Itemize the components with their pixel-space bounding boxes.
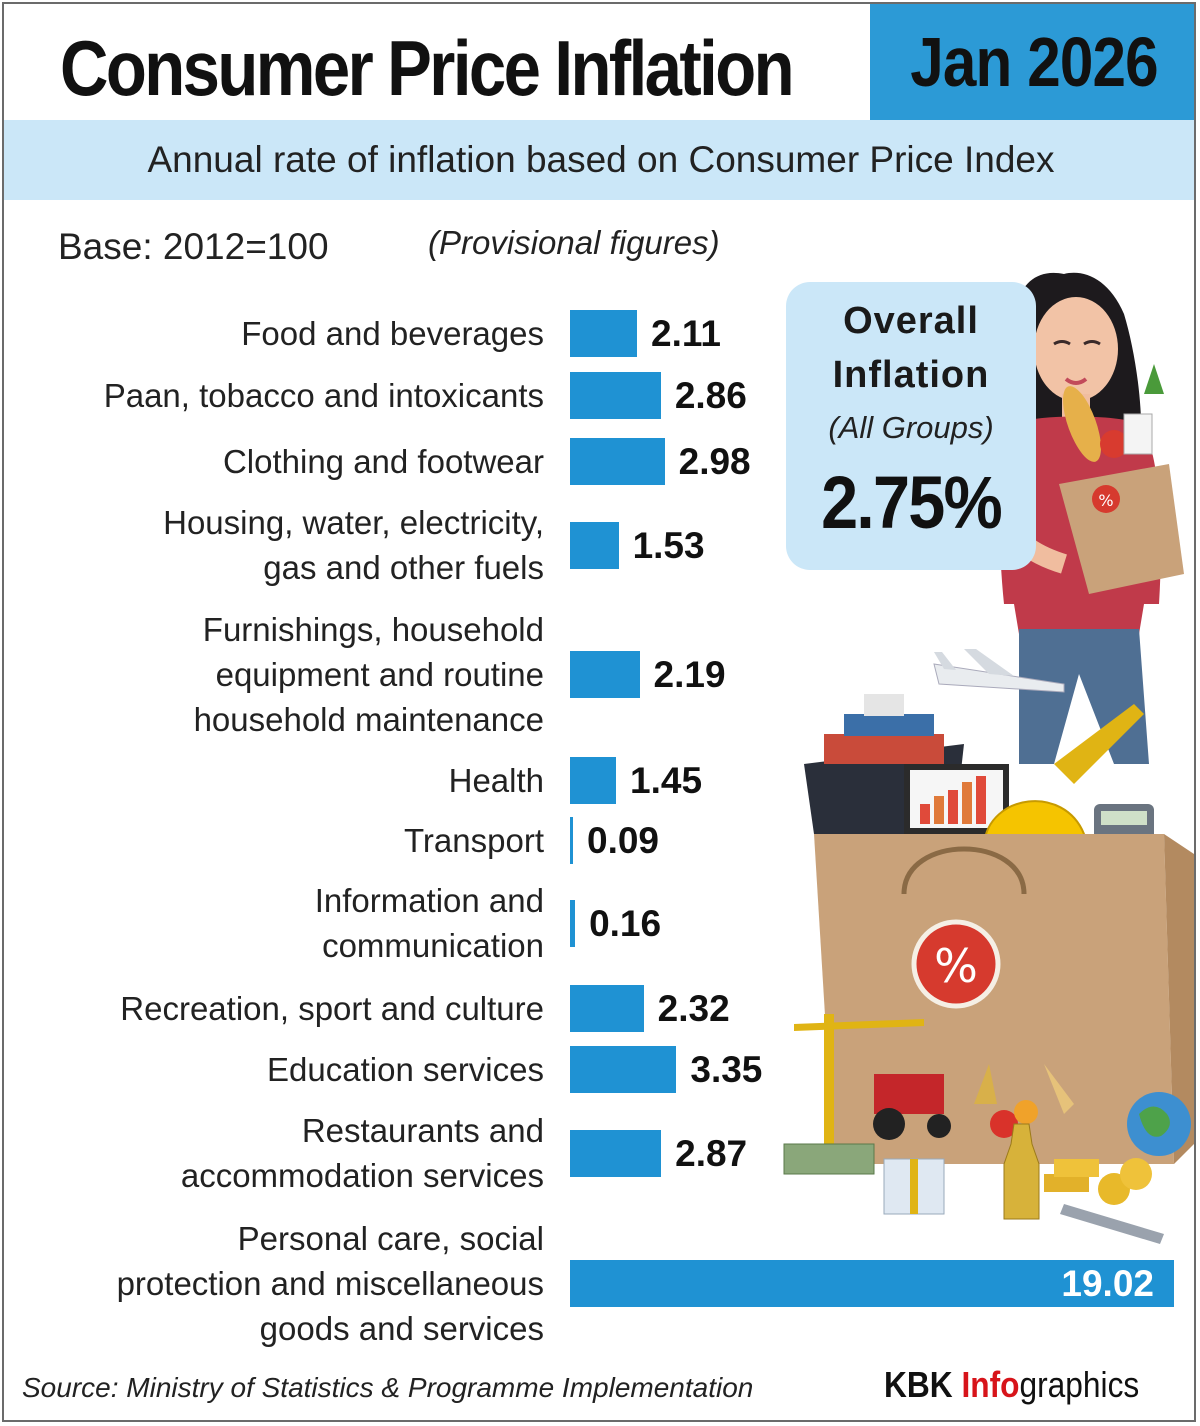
- category-label: Education services: [4, 1047, 544, 1092]
- provisional-note: (Provisional figures): [428, 224, 720, 261]
- category-label-line: goods and services: [259, 1309, 544, 1347]
- bar: [570, 757, 617, 804]
- overall-title-line2: Inflation: [832, 354, 990, 396]
- category-label-line: Housing, water, electricity,: [163, 504, 544, 541]
- category-label-line: Transport: [404, 821, 544, 859]
- tower-crane-icon: [824, 1014, 834, 1174]
- value-label: 2.11: [651, 313, 721, 354]
- value-label: 2.86: [674, 375, 747, 416]
- overall-title-line1: Overall: [843, 300, 979, 342]
- category-label-line: Clothing and footwear: [222, 442, 544, 480]
- value-label: 1.53: [632, 525, 705, 566]
- shopper-illustration: % %: [783, 272, 1194, 1244]
- overall-inflation-panel: Overall Inflation (All Groups) 2.75%: [786, 282, 1036, 570]
- category-label-line: Paan, tobacco and intoxicants: [103, 376, 544, 414]
- category-label-line: gas and other fuels: [263, 549, 544, 586]
- category-label-line: equipment and routine: [215, 655, 544, 693]
- category-label: Personal care, social protection and misc…: [4, 1216, 544, 1351]
- brand-part-graphics: graphics: [1019, 1364, 1140, 1405]
- category-label-line: household maintenance: [193, 700, 544, 738]
- value-label: 2.87: [675, 1133, 748, 1174]
- bar: [570, 1046, 677, 1093]
- grocery-bag: [1059, 464, 1184, 594]
- bar: [570, 651, 640, 698]
- category-label-line: Food and beverages: [241, 314, 544, 352]
- bar: [570, 438, 665, 485]
- value-label: 3.35: [690, 1049, 763, 1090]
- excavator-icon: [1054, 704, 1144, 784]
- category-label-line: Recreation, sport and culture: [120, 989, 544, 1027]
- tractor-icon: [874, 1074, 944, 1114]
- value-label: 19.02: [1061, 1263, 1154, 1304]
- category-label-line: Personal care, social: [237, 1219, 544, 1257]
- category-label: Health: [4, 758, 544, 803]
- date-text: Jan 2026: [910, 23, 1158, 101]
- overall-value: 2.75%: [821, 461, 1003, 544]
- category-label-line: protection and miscellaneous: [116, 1264, 544, 1302]
- bar: [570, 310, 637, 357]
- shopping-bag-discount-badge: [911, 919, 1001, 1009]
- category-label-line: Furnishings, household: [202, 610, 544, 648]
- bar: [570, 1260, 1174, 1307]
- bar: [570, 1130, 662, 1177]
- value-label: 2.19: [653, 654, 726, 695]
- bag-discount-badge: [1092, 485, 1120, 513]
- category-label-line: Restaurants and: [301, 1112, 544, 1149]
- date-badge: Jan 2026: [870, 4, 1194, 120]
- category-label-line: accommodation services: [180, 1157, 544, 1194]
- value-label: 2.98: [678, 441, 751, 482]
- woman-face: [1034, 297, 1118, 401]
- category-label: Food and beverages: [4, 311, 544, 356]
- category-label: Housing, water, electricity, gas and othe…: [4, 500, 544, 590]
- page-title: Consumer Price Inflation: [60, 24, 795, 112]
- brand-part-info: Info: [961, 1364, 1020, 1405]
- gold-bars-icon: [1044, 1174, 1089, 1192]
- category-label: Restaurants and accommodation services: [4, 1108, 544, 1198]
- category-label-line: Information and: [314, 882, 544, 919]
- base-note: Base: 2012=100: [58, 226, 329, 267]
- value-label: 0.16: [589, 903, 662, 944]
- value-label: 2.32: [657, 988, 730, 1029]
- category-label: Paan, tobacco and intoxicants: [4, 373, 544, 418]
- category-label: Transport: [4, 818, 544, 863]
- cash-stack-icon: [783, 1143, 875, 1175]
- brand-logo: KBK Infographics: [884, 1364, 1139, 1406]
- bar: [570, 372, 661, 419]
- value-label: 0.09: [587, 820, 660, 861]
- overall-subtitle: (All Groups): [828, 410, 994, 445]
- value-label: 1.45: [630, 760, 703, 801]
- subtitle: Annual rate of inflation based on Consum…: [147, 139, 1055, 180]
- category-label: Recreation, sport and culture: [4, 986, 544, 1031]
- brand-part-kbk: KBK: [884, 1364, 962, 1405]
- source-note: Source: Ministry of Statistics & Program…: [22, 1372, 754, 1403]
- bar: [570, 985, 644, 1032]
- subtitle-bar: Annual rate of inflation based on Consum…: [4, 120, 1194, 200]
- bar: [570, 522, 619, 569]
- category-label-line: Health: [448, 761, 544, 799]
- category-label: Information and communication: [4, 878, 544, 968]
- wrench-icon: [1060, 1204, 1164, 1244]
- svg-text:%: %: [1098, 491, 1113, 510]
- produce-tomato: [990, 1110, 1018, 1138]
- category-label-line: Education services: [267, 1050, 544, 1088]
- category-label: Furnishings, household equipment and rout…: [4, 607, 544, 742]
- category-label: Clothing and footwear: [4, 439, 544, 484]
- bar: [570, 900, 576, 947]
- oil-bottle-icon: [1003, 1123, 1040, 1220]
- svg-text:%: %: [934, 939, 978, 993]
- category-label-line: communication: [322, 927, 544, 964]
- airplane-icon: [933, 649, 1065, 693]
- bar: [570, 817, 573, 864]
